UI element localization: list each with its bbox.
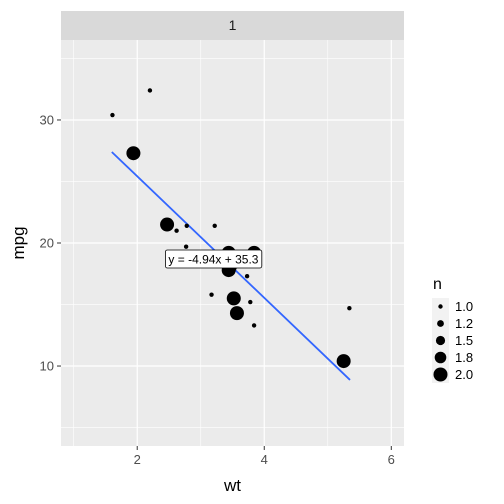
legend-entry-label: 1.0 bbox=[455, 299, 473, 314]
data-point bbox=[160, 217, 175, 232]
legend: 1.0 1.2 1.5 1.8 2.0 bbox=[432, 298, 473, 383]
y-tick-label: 20 bbox=[40, 236, 54, 251]
data-point bbox=[347, 306, 352, 311]
data-point bbox=[212, 223, 217, 228]
data-point bbox=[126, 146, 141, 161]
data-point bbox=[183, 244, 189, 249]
x-tick-label: 2 bbox=[134, 452, 141, 467]
y-axis-title: mpg bbox=[9, 226, 28, 259]
data-point bbox=[248, 299, 253, 305]
points-layer bbox=[110, 88, 352, 369]
legend-key-point bbox=[433, 367, 448, 382]
x-tick-label: 6 bbox=[388, 452, 395, 467]
data-point bbox=[184, 223, 189, 228]
data-point bbox=[147, 88, 153, 93]
data-point bbox=[229, 306, 244, 321]
legend-key-point bbox=[435, 335, 446, 346]
facet-strip bbox=[61, 11, 404, 40]
legend-entry-label: 1.5 bbox=[455, 333, 473, 348]
data-point bbox=[174, 228, 179, 233]
legend-entry-label: 1.2 bbox=[455, 316, 473, 331]
data-point bbox=[110, 112, 115, 118]
data-point bbox=[226, 291, 241, 306]
legend-key-point bbox=[437, 320, 444, 327]
axes: 2 4 6 10 20 30 bbox=[40, 112, 395, 467]
legend-entry-label: 2.0 bbox=[455, 367, 473, 382]
equation-label-text: y = -4.94x + 35.3 bbox=[168, 252, 258, 266]
data-point bbox=[336, 354, 351, 369]
y-tick-label: 30 bbox=[40, 112, 54, 127]
legend-title: n bbox=[433, 276, 442, 293]
legend-key-point bbox=[438, 304, 443, 309]
legend-entry-label: 1.8 bbox=[455, 350, 473, 365]
equation-layer: y = -4.94x + 35.3 bbox=[165, 249, 263, 269]
facet-strip-label: 1 bbox=[229, 17, 237, 33]
data-point bbox=[209, 292, 214, 297]
data-point bbox=[251, 323, 257, 328]
x-axis-title: wt bbox=[223, 476, 241, 495]
equation-label-box bbox=[165, 249, 263, 269]
legend-key-point bbox=[434, 351, 447, 364]
y-tick-label: 10 bbox=[40, 359, 54, 374]
data-point bbox=[244, 274, 250, 279]
x-tick-label: 4 bbox=[261, 452, 268, 467]
